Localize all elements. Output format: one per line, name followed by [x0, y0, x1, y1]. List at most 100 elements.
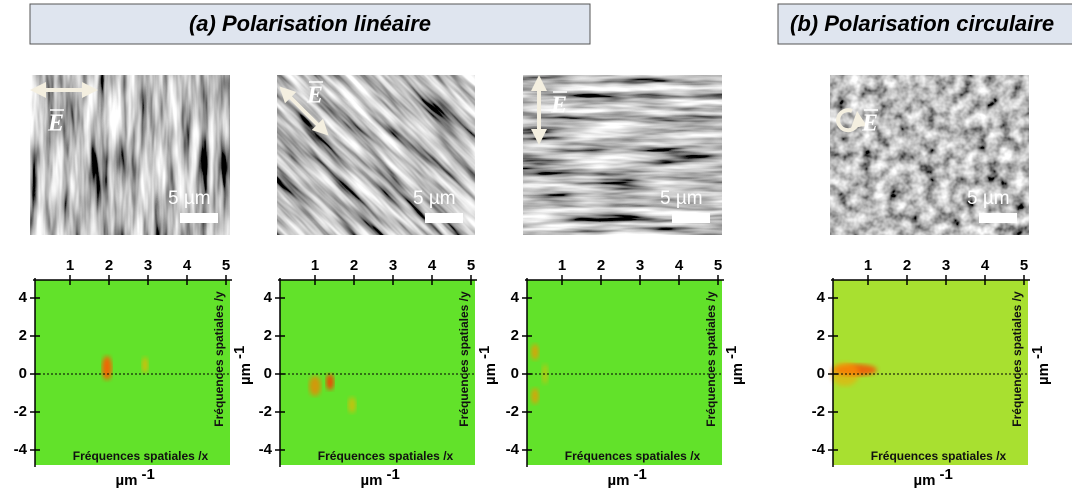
- y-tick-label: 4: [264, 289, 273, 306]
- x-unit-exp: -1: [387, 466, 400, 483]
- x-tick-label: 4: [428, 257, 437, 274]
- panel: E 5 µm 1 2 3 4 5 4 2 0 -2 -4 Fréquences spatiales /x…: [14, 75, 254, 489]
- sem-image: [830, 75, 1029, 235]
- x-tick-label: 2: [105, 257, 113, 274]
- y-tick-label: -2: [14, 403, 27, 420]
- x-tick-label: 5: [222, 257, 230, 274]
- fft-peak: [348, 397, 356, 413]
- x-unit-exp: -1: [634, 466, 647, 483]
- y-unit: µm: [1035, 363, 1052, 385]
- y-tick-label: -4: [14, 441, 28, 458]
- sem-texture: [830, 75, 1029, 235]
- x-unit: µm: [116, 472, 138, 489]
- scale-bar: [672, 213, 710, 223]
- y-tick-label: 0: [264, 365, 272, 382]
- y-tick-label: 2: [19, 327, 27, 344]
- x-tick-label: 5: [467, 257, 475, 274]
- x-tick-label: 3: [389, 257, 397, 274]
- y-tick-label: 2: [511, 327, 519, 344]
- y-unit: µm: [482, 363, 499, 385]
- sem-image: [277, 75, 475, 235]
- fft-peak: [531, 388, 539, 404]
- fft-map: [527, 280, 722, 465]
- y-tick-label: -4: [506, 441, 520, 458]
- y-axis-label: Fréquences spatiales /y: [457, 291, 471, 427]
- y-tick-label: 0: [511, 365, 519, 382]
- x-tick-label: 5: [714, 257, 722, 274]
- x-tick-label: 4: [183, 257, 192, 274]
- field-label: E: [550, 93, 567, 119]
- fft-peak: [326, 374, 334, 390]
- header-box: [777, 3, 1072, 45]
- sem-texture: [523, 75, 722, 235]
- x-tick-label: 3: [144, 257, 152, 274]
- scale-bar: [979, 213, 1017, 223]
- panel: E 5 µm 1 2 3 4 5 4 2 0 -2 -4 Fréquences spatiales /x…: [259, 75, 499, 489]
- y-tick-label: 4: [817, 289, 826, 306]
- fft-map: [280, 280, 475, 465]
- y-axis-label: Fréquences spatiales /y: [1010, 291, 1024, 427]
- x-axis-label: Fréquences spatiales /x: [871, 449, 1007, 463]
- x-unit-exp: -1: [940, 466, 953, 483]
- y-unit-exp: -1: [1029, 346, 1046, 359]
- x-tick-label: 2: [903, 257, 911, 274]
- y-unit-exp: -1: [231, 346, 248, 359]
- sem-texture: [30, 75, 230, 235]
- sem-image: [523, 75, 722, 235]
- y-tick-label: 4: [19, 289, 28, 306]
- y-tick-label: 2: [264, 327, 272, 344]
- x-unit: µm: [608, 472, 630, 489]
- field-label: E: [47, 111, 64, 137]
- x-unit-exp: -1: [142, 466, 155, 483]
- y-tick-label: -4: [812, 441, 826, 458]
- fft-peak: [531, 344, 539, 360]
- fft-peak: [102, 356, 112, 380]
- x-tick-label: 3: [636, 257, 644, 274]
- sem-texture: [277, 75, 475, 235]
- fft-peak: [142, 357, 148, 373]
- header-title: (b) Polarisation circulaire: [790, 11, 1054, 36]
- x-unit: µm: [914, 472, 936, 489]
- field-label: E: [306, 83, 323, 109]
- header-box: [29, 3, 591, 45]
- x-tick-label: 1: [311, 257, 319, 274]
- scale-bar-label: 5 µm: [168, 188, 211, 209]
- y-unit-exp: -1: [476, 346, 493, 359]
- y-axis-label: Fréquences spatiales /y: [704, 291, 718, 427]
- scale-bar: [425, 213, 463, 223]
- y-unit-exp: -1: [723, 346, 740, 359]
- x-axis-label: Fréquences spatiales /x: [318, 449, 454, 463]
- scale-bar: [180, 213, 218, 223]
- y-axis-label: Fréquences spatiales /y: [212, 291, 226, 427]
- polarisation-arrow: [836, 108, 867, 133]
- x-tick-label: 2: [597, 257, 605, 274]
- scale-bar-label: 5 µm: [660, 188, 703, 209]
- y-tick-label: -2: [259, 403, 272, 420]
- field-label: E: [861, 111, 878, 137]
- y-tick-label: -4: [259, 441, 273, 458]
- y-tick-label: 2: [817, 327, 825, 344]
- y-tick-label: 4: [511, 289, 520, 306]
- y-tick-label: -2: [506, 403, 519, 420]
- x-axis-label: Fréquences spatiales /x: [565, 449, 701, 463]
- panel: E 5 µm 1 2 3 4 5 4 2 0 -2 -4 Fréquences spatiales /x…: [506, 75, 746, 489]
- header-title: (a) Polarisation linéaire: [189, 11, 431, 36]
- y-unit: µm: [237, 363, 254, 385]
- x-tick-label: 2: [350, 257, 358, 274]
- fft-map: [35, 280, 230, 465]
- x-unit: µm: [361, 472, 383, 489]
- x-tick-label: 4: [675, 257, 684, 274]
- x-tick-label: 1: [66, 257, 74, 274]
- x-tick-label: 5: [1020, 257, 1028, 274]
- y-tick-label: 0: [19, 365, 27, 382]
- scale-bar-label: 5 µm: [967, 188, 1010, 209]
- x-tick-label: 4: [981, 257, 990, 274]
- y-tick-label: -2: [812, 403, 825, 420]
- x-tick-label: 1: [864, 257, 872, 274]
- x-tick-label: 3: [942, 257, 950, 274]
- polarisation-arrow: [279, 86, 329, 136]
- x-axis-label: Fréquences spatiales /x: [73, 449, 209, 463]
- x-tick-label: 1: [558, 257, 566, 274]
